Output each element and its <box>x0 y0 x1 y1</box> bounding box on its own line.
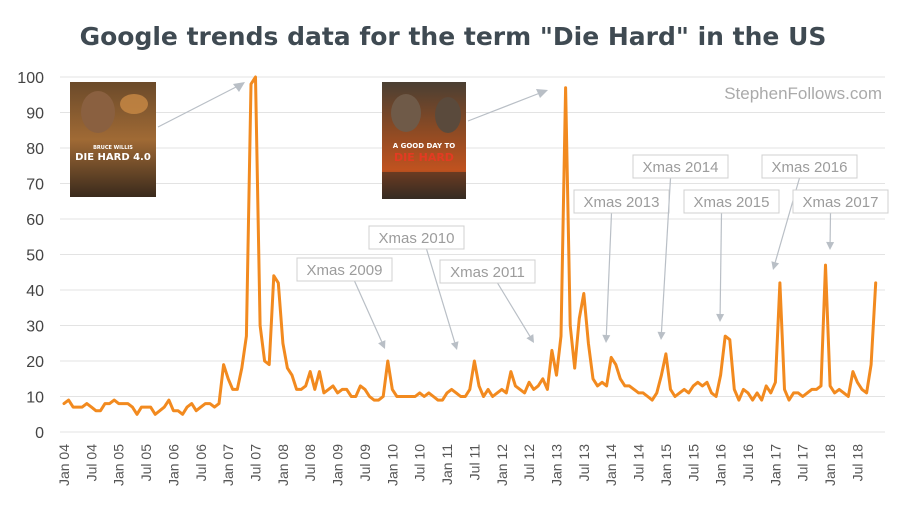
x-tick-label: Jul 17 <box>795 444 811 482</box>
annotation-box <box>632 154 729 179</box>
x-tick-label: Jan 08 <box>275 444 291 486</box>
x-tick-label: Jul 14 <box>631 444 647 482</box>
x-tick-label: Jul 06 <box>193 444 209 482</box>
x-tick-label: Jan 05 <box>111 444 127 486</box>
annotation-box <box>683 189 780 214</box>
x-tick-label: Jul 11 <box>466 444 482 481</box>
annotation-xmas-2017: Xmas 2017 <box>792 189 889 250</box>
annotation-box <box>439 259 536 284</box>
annotation-label: Xmas 2014 <box>643 159 719 176</box>
gridlines <box>60 76 885 433</box>
x-tick-label: Jul 07 <box>248 444 264 482</box>
x-tick-label: Jan 10 <box>384 444 400 486</box>
x-tick-label: Jan 06 <box>165 444 181 486</box>
y-tick-label: 20 <box>26 354 44 371</box>
x-tick-label: Jul 05 <box>138 444 154 482</box>
x-tick-label: Jan 04 <box>56 444 72 486</box>
annotation-xmas-2013: Xmas 2013 <box>573 189 670 343</box>
annotation-leader <box>660 177 672 333</box>
series-line-die-hard <box>62 75 878 416</box>
annotation-xmas-2009: Xmas 2009 <box>296 257 393 349</box>
annotation-label: Xmas 2009 <box>307 262 383 279</box>
annotation-label: Xmas 2017 <box>803 194 879 211</box>
annotation-xmas-2016: Xmas 2016 <box>761 154 858 270</box>
x-tick-label: Jan 17 <box>767 444 783 486</box>
x-tick-label: Jul 08 <box>302 444 318 482</box>
annotation-xmas-2014: Xmas 2014 <box>632 154 729 340</box>
annotations: Xmas 2009 Xmas 2010 Xmas 2011 Xmas 2013 Xmas… <box>296 154 889 350</box>
x-tick-label: Jan 11 <box>439 444 455 485</box>
y-tick-label: 100 <box>17 70 44 87</box>
x-tick-label: Jan 09 <box>330 444 346 486</box>
annotation-arrowhead <box>826 241 835 250</box>
annotation-arrowhead <box>771 261 780 270</box>
annotation-xmas-2015: Xmas 2015 <box>683 189 780 322</box>
annotation-label: Xmas 2013 <box>584 194 660 211</box>
annotation-arrowhead <box>378 340 386 349</box>
poster-die-hard-4: BRUCE WILLIS DIE HARD 4.0 <box>70 82 156 197</box>
y-tick-label: 0 <box>35 425 44 442</box>
poster-2-small-text: A GOOD DAY TO <box>393 142 456 150</box>
x-tick-label: Jul 13 <box>576 444 592 482</box>
x-axis-ticks: Jan 04 Jul 04 Jan 05 Jul 05 Jan 06 Jul 06 Jan … <box>56 444 865 486</box>
x-tick-label: Jan 13 <box>548 444 564 486</box>
annotation-label: Xmas 2011 <box>450 264 525 281</box>
annotation-label: Xmas 2016 <box>772 159 848 176</box>
annotation-box <box>761 154 858 179</box>
annotation-xmas-2011: Xmas 2011 <box>439 259 536 343</box>
annotation-leader <box>496 282 531 337</box>
y-axis-ticks: 0 10 20 30 40 50 60 70 80 90 100 <box>17 70 44 442</box>
x-tick-label: Jan 18 <box>822 444 838 486</box>
x-tick-label: Jan 12 <box>494 444 510 486</box>
annotation-box <box>296 257 393 282</box>
annotation-label: Xmas 2015 <box>694 194 770 211</box>
x-tick-label: Jan 07 <box>220 444 236 486</box>
poster-2-title: DIE HARD <box>394 151 454 164</box>
poster-good-day-to-die-hard: A GOOD DAY TO DIE HARD <box>382 82 466 199</box>
y-tick-label: 90 <box>26 106 44 123</box>
x-tick-label: Jul 04 <box>83 444 99 482</box>
y-tick-label: 30 <box>26 319 44 336</box>
poster-1-title: DIE HARD 4.0 <box>75 152 151 163</box>
y-tick-label: 70 <box>26 177 44 194</box>
annotation-arrowhead <box>602 334 611 343</box>
annotation-box <box>368 225 465 250</box>
annotation-arrowhead <box>657 331 666 340</box>
poster-1-small-text: BRUCE WILLIS <box>93 145 133 151</box>
x-tick-label: Jan 14 <box>603 444 619 486</box>
x-tick-label: Jul 16 <box>740 444 756 482</box>
annotation-xmas-2010: Xmas 2010 <box>368 225 465 350</box>
y-tick-label: 60 <box>26 212 44 229</box>
annotation-leader <box>605 212 613 336</box>
annotation-arrowhead <box>526 334 534 343</box>
y-tick-label: 80 <box>26 141 44 158</box>
x-tick-label: Jul 10 <box>412 444 428 482</box>
x-tick-label: Jul 09 <box>357 444 373 482</box>
annotation-leader <box>719 212 723 315</box>
annotation-leader <box>425 248 456 343</box>
annotation-arrowhead <box>450 341 459 350</box>
x-tick-label: Jan 16 <box>713 444 729 486</box>
annotation-arrowhead <box>716 313 725 322</box>
annotation-leader <box>353 280 383 342</box>
annotation-box <box>792 189 889 214</box>
watermark: StephenFollows.com <box>724 84 882 103</box>
chart-title: Google trends data for the term "Die Har… <box>80 22 827 51</box>
annotation-label: Xmas 2010 <box>379 230 455 247</box>
x-tick-label: Jul 12 <box>521 444 537 482</box>
x-tick-label: Jan 15 <box>658 444 674 486</box>
y-tick-label: 10 <box>26 390 44 407</box>
y-tick-label: 50 <box>26 248 44 265</box>
y-tick-label: 40 <box>26 283 44 300</box>
poster-arrows <box>157 82 548 128</box>
x-tick-label: Jul 15 <box>685 444 701 482</box>
x-tick-label: Jul 18 <box>849 444 865 482</box>
